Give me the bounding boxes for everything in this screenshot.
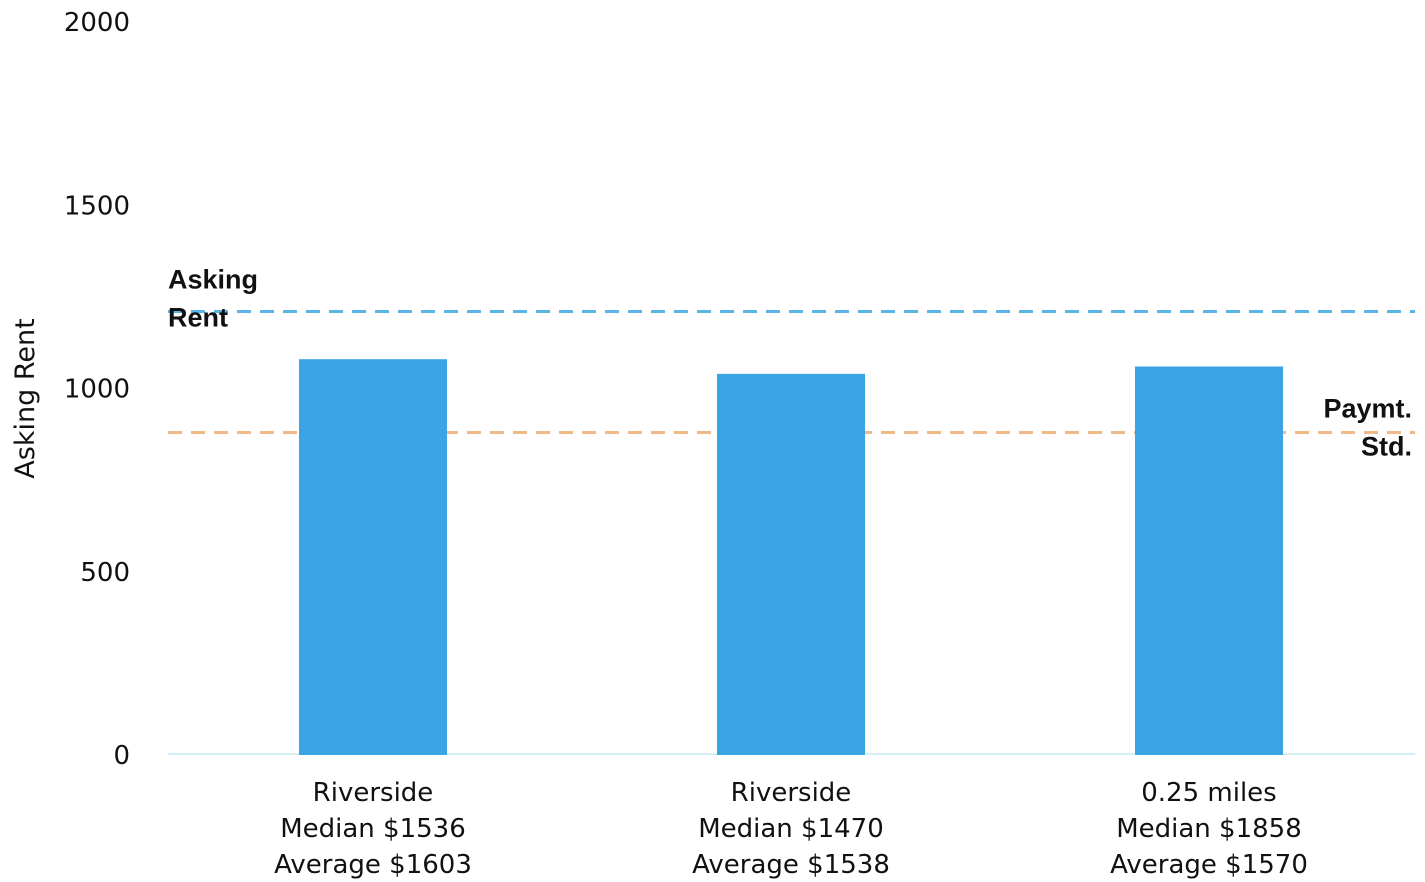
y-axis-ticks: 0 500 1000 1500 2000 (64, 8, 130, 771)
category-label: Median $1536 (280, 814, 466, 844)
y-tick-label: 1000 (64, 375, 130, 405)
category-labels: Riverside Median $1536 Average $1603 Rivers… (274, 778, 1308, 880)
category-label: Riverside (731, 778, 852, 808)
y-tick-label: 1500 (64, 191, 130, 221)
bars (299, 359, 1283, 755)
y-axis-label: Asking Rent (10, 318, 41, 478)
bar (1135, 366, 1283, 755)
reference-line-label: Std. (1361, 431, 1412, 461)
y-tick-label: 500 (80, 558, 130, 588)
reference-line-label: Rent (168, 303, 228, 333)
category-label: 0.25 miles (1141, 778, 1276, 808)
reference-line-labels: Asking Rent Paymt. Std. (168, 265, 1412, 462)
category-label: Average $1603 (274, 850, 472, 880)
reference-line-label: Asking (168, 265, 258, 295)
bar (717, 373, 865, 755)
category-label: Average $1538 (692, 850, 890, 880)
category-label: Median $1858 (1116, 814, 1302, 844)
category-label: Riverside (313, 778, 434, 808)
category-label: Median $1470 (698, 814, 884, 844)
reference-line-label: Paymt. (1323, 393, 1412, 423)
y-tick-label: 0 (113, 741, 130, 771)
category-label: Average $1570 (1110, 850, 1308, 880)
bar (299, 359, 447, 755)
y-tick-label: 2000 (64, 8, 130, 38)
